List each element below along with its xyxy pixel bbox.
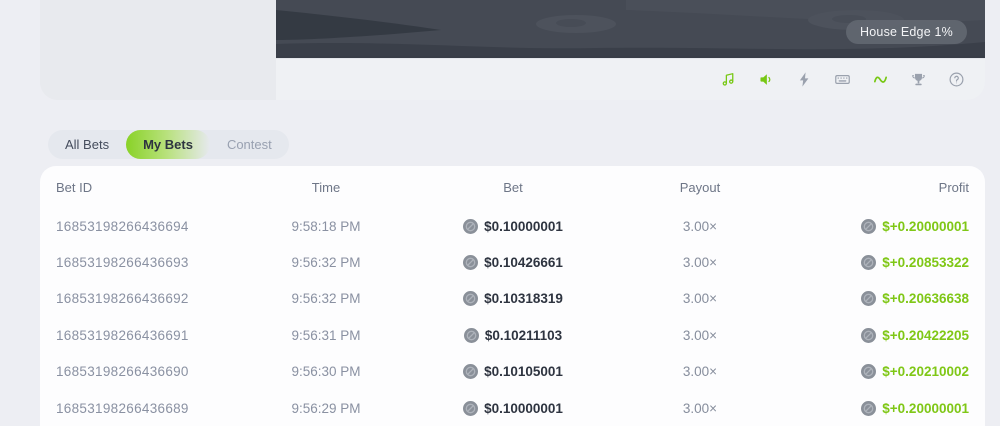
bet-id-value: 16853198266436693	[56, 255, 189, 271]
table-row[interactable]: 16853198266436689 9:56:29 PM $0.10000001…	[40, 390, 985, 426]
bet-id-value: 16853198266436690	[56, 364, 189, 380]
coin-icon	[463, 364, 479, 380]
table-body: 16853198266436694 9:58:18 PM $0.10000001…	[40, 208, 985, 426]
bet-amount: $0.10211103	[484, 327, 563, 343]
bets-tab-bar: All Bets My Bets Contest	[48, 130, 289, 159]
bet-amount: $0.10105001	[484, 364, 563, 380]
header-profit: Profit	[938, 179, 969, 195]
profit-amount: $+0.20422205	[882, 327, 969, 343]
time-value: 9:58:18 PM	[291, 218, 361, 234]
time-value: 9:56:30 PM	[291, 364, 361, 380]
header-time: Time	[311, 179, 341, 195]
game-toolbar	[276, 58, 985, 100]
bet-id-value: 16853198266436694	[56, 218, 189, 234]
profit-amount: $+0.20636638	[882, 291, 969, 307]
table-row[interactable]: 16853198266436691 9:56:31 PM $0.10211103…	[40, 317, 985, 353]
coin-icon	[861, 327, 877, 343]
coin-icon	[463, 400, 479, 416]
tab-my-bets[interactable]: My Bets	[126, 130, 210, 159]
tournament-icon[interactable]	[909, 71, 927, 89]
time-value: 9:56:29 PM	[291, 400, 361, 416]
coin-icon	[463, 255, 479, 271]
bet-value: $0.10211103	[436, 327, 590, 343]
live-stats-icon[interactable]	[871, 71, 889, 89]
profit-value: $+0.20000001	[810, 400, 969, 416]
payout-value: 3.00×	[682, 255, 718, 271]
game-card: House Edge 1%	[40, 0, 985, 100]
coin-icon	[463, 218, 479, 234]
bet-amount: $0.10000001	[484, 218, 563, 234]
profit-value: $+0.20000001	[810, 218, 969, 234]
profit-value: $+0.20210002	[810, 364, 969, 380]
table-row[interactable]: 16853198266436693 9:56:32 PM $0.10426661…	[40, 244, 985, 280]
game-canvas: House Edge 1%	[276, 0, 985, 58]
profit-value: $+0.20853322	[810, 255, 969, 271]
time-value: 9:56:31 PM	[291, 327, 361, 343]
bet-value: $0.10000001	[436, 400, 590, 416]
instant-bet-icon[interactable]	[795, 71, 813, 89]
bet-value: $0.10000001	[436, 218, 590, 234]
header-payout: Payout	[679, 179, 721, 195]
bet-value: $0.10318319	[436, 291, 590, 307]
bet-value: $0.10105001	[436, 364, 590, 380]
profit-amount: $+0.20000001	[882, 400, 969, 416]
table-row[interactable]: 16853198266436692 9:56:32 PM $0.10318319…	[40, 281, 985, 317]
bet-id-value: 16853198266436691	[56, 327, 189, 343]
coin-icon	[861, 218, 877, 234]
tab-all-bets[interactable]: All Bets	[65, 137, 110, 152]
coin-icon	[463, 327, 479, 343]
help-icon[interactable]	[947, 71, 965, 89]
profit-amount: $+0.20210002	[882, 364, 969, 380]
header-bet: Bet	[503, 179, 523, 195]
payout-value: 3.00×	[682, 218, 718, 234]
bet-controls-panel	[40, 0, 276, 100]
coin-icon	[861, 255, 877, 271]
header-bet-id: Bet ID	[56, 179, 93, 195]
bet-id-value: 16853198266436692	[56, 291, 189, 307]
sound-icon[interactable]	[757, 71, 775, 89]
bet-amount: $0.10000001	[484, 400, 563, 416]
table-row[interactable]: 16853198266436694 9:58:18 PM $0.10000001…	[40, 208, 985, 244]
bet-amount: $0.10318319	[484, 291, 563, 307]
profit-amount: $+0.20853322	[882, 255, 969, 271]
hotkeys-icon[interactable]	[833, 71, 851, 89]
payout-value: 3.00×	[682, 327, 718, 343]
time-value: 9:56:32 PM	[291, 291, 361, 307]
payout-value: 3.00×	[682, 291, 718, 307]
payout-value: 3.00×	[682, 364, 718, 380]
table-row[interactable]: 16853198266436690 9:56:30 PM $0.10105001…	[40, 354, 985, 390]
house-edge-badge: House Edge 1%	[846, 20, 967, 44]
coin-icon	[861, 400, 877, 416]
time-value: 9:56:32 PM	[291, 255, 361, 271]
profit-value: $+0.20422205	[810, 327, 969, 343]
bets-table-card: Bet ID Time Bet Payout Profit 1685319826…	[40, 166, 985, 426]
bet-value: $0.10426661	[436, 255, 590, 271]
coin-icon	[861, 291, 877, 307]
bet-amount: $0.10426661	[484, 255, 563, 271]
profit-amount: $+0.20000001	[882, 218, 969, 234]
coin-icon	[861, 364, 877, 380]
table-header-row: Bet ID Time Bet Payout Profit	[40, 166, 985, 208]
music-icon[interactable]	[719, 71, 737, 89]
bet-id-value: 16853198266436689	[56, 400, 189, 416]
tab-contest[interactable]: Contest	[226, 137, 272, 152]
coin-icon	[463, 291, 479, 307]
profit-value: $+0.20636638	[810, 291, 969, 307]
payout-value: 3.00×	[682, 400, 718, 416]
